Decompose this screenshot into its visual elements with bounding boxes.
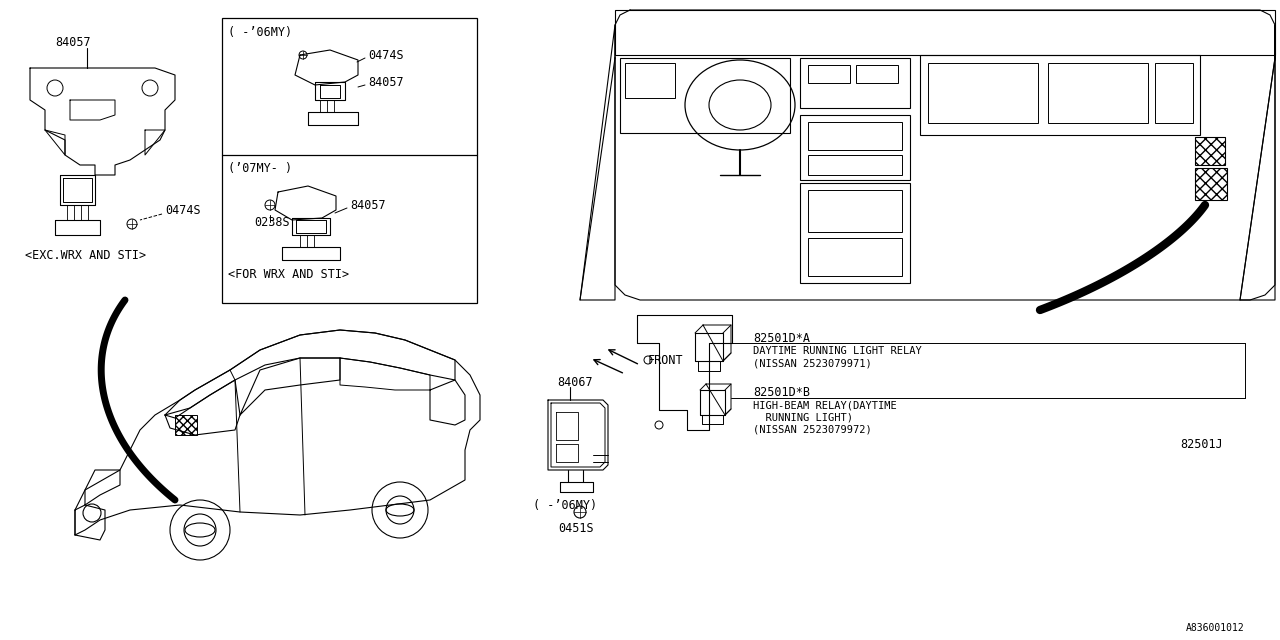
Bar <box>808 190 902 232</box>
Bar <box>1196 137 1225 165</box>
Bar <box>614 10 1275 55</box>
Text: (NISSAN 2523079971): (NISSAN 2523079971) <box>753 358 872 368</box>
Text: (NISSAN 2523079972): (NISSAN 2523079972) <box>753 424 872 434</box>
Bar <box>221 18 477 303</box>
Bar <box>920 55 1201 135</box>
Text: ( -’06MY): ( -’06MY) <box>228 26 292 38</box>
Text: <EXC.WRX AND STI>: <EXC.WRX AND STI> <box>26 248 146 262</box>
Text: 0451S: 0451S <box>558 522 594 534</box>
Text: 82501D*B: 82501D*B <box>753 387 810 399</box>
Text: ( -’06MY): ( -’06MY) <box>532 499 598 511</box>
Text: 0474S: 0474S <box>369 49 403 61</box>
Text: RUNNING LIGHT): RUNNING LIGHT) <box>753 412 852 422</box>
Text: A836001012: A836001012 <box>1187 623 1245 633</box>
Bar <box>1048 63 1148 123</box>
Bar <box>928 63 1038 123</box>
Text: (’07MY- ): (’07MY- ) <box>228 161 292 175</box>
Bar <box>1196 168 1228 200</box>
Text: DAYTIME RUNNING LIGHT RELAY: DAYTIME RUNNING LIGHT RELAY <box>753 346 922 356</box>
Text: 84067: 84067 <box>557 376 593 388</box>
Text: 84057: 84057 <box>369 76 403 88</box>
Bar <box>625 63 675 98</box>
Bar <box>856 65 899 83</box>
Bar <box>808 155 902 175</box>
Text: HIGH-BEAM RELAY(DAYTIME: HIGH-BEAM RELAY(DAYTIME <box>753 401 897 411</box>
Text: 84057: 84057 <box>349 198 385 211</box>
Text: <FOR WRX AND STI>: <FOR WRX AND STI> <box>228 268 349 280</box>
Bar <box>800 115 910 180</box>
Bar <box>808 122 902 150</box>
Bar <box>808 65 850 83</box>
Bar <box>175 415 197 435</box>
Text: 82501D*A: 82501D*A <box>753 332 810 344</box>
Text: FRONT: FRONT <box>648 353 684 367</box>
Bar <box>800 58 910 108</box>
Text: 84057: 84057 <box>55 35 91 49</box>
Text: 82501J: 82501J <box>1180 438 1222 451</box>
Bar <box>620 58 790 133</box>
Bar <box>800 183 910 283</box>
Text: 0238S: 0238S <box>253 216 289 228</box>
Text: 0474S: 0474S <box>165 204 201 216</box>
Bar <box>808 238 902 276</box>
Bar <box>1155 63 1193 123</box>
